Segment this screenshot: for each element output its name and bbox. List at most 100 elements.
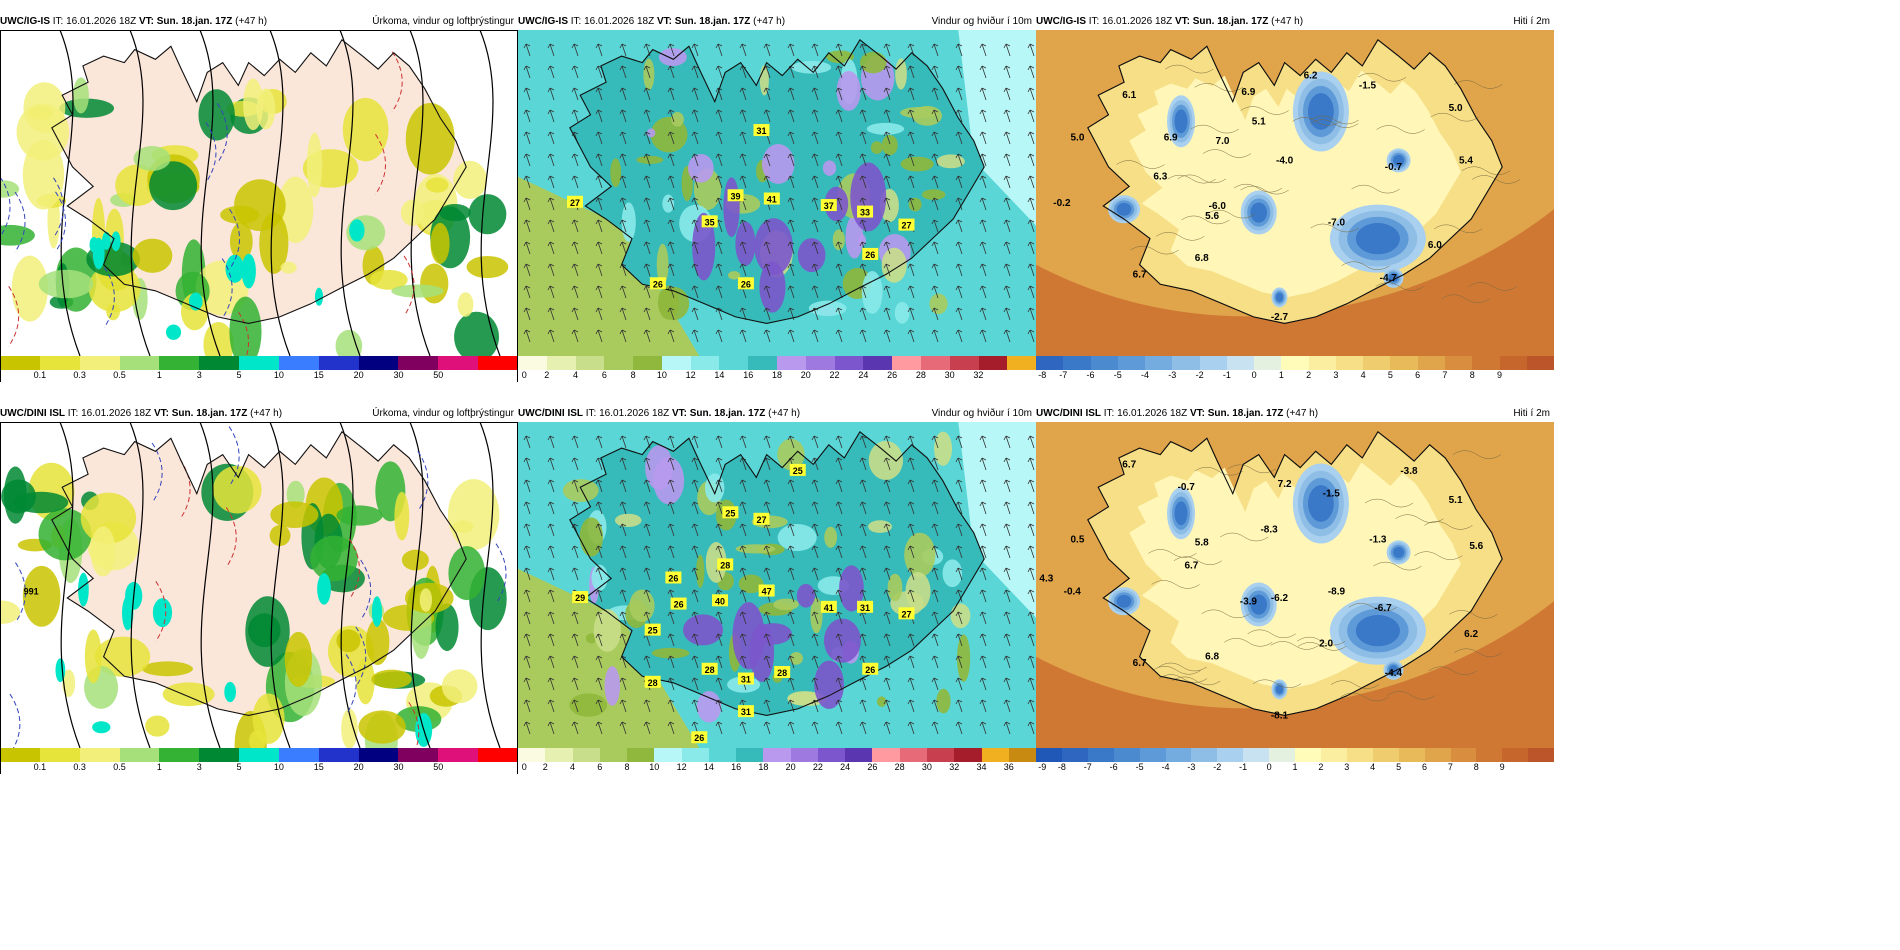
wind-arrow bbox=[571, 501, 579, 515]
wind-arrow bbox=[955, 65, 963, 79]
wind-arrow bbox=[787, 263, 795, 277]
wind-arrow bbox=[1003, 721, 1011, 735]
wind-arrow bbox=[619, 545, 627, 559]
wind-arrow bbox=[763, 435, 771, 449]
cold-area bbox=[1308, 93, 1334, 130]
precip-area bbox=[336, 505, 383, 526]
colorbar-tick-label: 0.3 bbox=[73, 762, 86, 772]
map-svg: 25 25 27 26 29 28 40 47 26 25 41 31 27 28 31 28 26 28 31 26 bbox=[518, 422, 1036, 748]
wind-area bbox=[894, 301, 910, 324]
colorbar-tick-label: 6 bbox=[1421, 762, 1428, 772]
precip-area bbox=[439, 203, 471, 222]
cold-area bbox=[1275, 684, 1284, 694]
colorbar-swatch bbox=[575, 356, 605, 370]
wind-area bbox=[789, 652, 803, 665]
wind-arrow bbox=[835, 545, 843, 559]
colorbar-swatch bbox=[119, 356, 160, 370]
wind-arrow bbox=[835, 263, 843, 277]
wind-area bbox=[646, 128, 656, 138]
wind-arrow bbox=[619, 435, 627, 449]
wind-arrow bbox=[739, 479, 747, 493]
panel-title: Úrkoma, vindur og loftþrýstingur bbox=[372, 408, 514, 419]
gust-label: 26 bbox=[653, 279, 663, 289]
wind-arrow bbox=[619, 43, 627, 57]
wind-arrow bbox=[1027, 153, 1035, 167]
wind-arrow bbox=[691, 457, 699, 471]
wind-arrow bbox=[547, 655, 555, 669]
wind-arrow bbox=[907, 65, 915, 79]
wind-arrow bbox=[739, 307, 747, 321]
precip-area bbox=[284, 631, 313, 687]
colorbar-tick-label: 50 bbox=[433, 762, 444, 772]
valid-time: VT: Sun. 18.jan. 17Z bbox=[153, 408, 248, 419]
isotherm-line bbox=[375, 134, 386, 195]
wind-arrow bbox=[571, 307, 579, 321]
gust-label-box bbox=[712, 594, 729, 607]
precip-area bbox=[22, 139, 65, 210]
wind-arrow bbox=[979, 329, 987, 343]
panel-header: UWC/IG-IS IT: 16.01.2026 18Z VT: Sun. 18… bbox=[0, 14, 518, 30]
wind-arrow bbox=[955, 655, 963, 669]
temperature-label: -1.5 bbox=[1359, 80, 1377, 91]
gust-label-box bbox=[649, 277, 666, 290]
wind-arrow bbox=[643, 87, 651, 101]
temperature-label: -0.7 bbox=[1178, 482, 1196, 493]
colorbar-tick-label: -7 bbox=[1059, 370, 1068, 380]
wind-arrow bbox=[715, 523, 723, 537]
wind-arrow bbox=[859, 329, 867, 343]
wind-arrow bbox=[1003, 633, 1011, 647]
wind-arrow bbox=[523, 197, 531, 211]
gust-label-box bbox=[644, 675, 661, 688]
isotherm-line bbox=[1116, 160, 1165, 169]
wind-arrow bbox=[619, 109, 627, 123]
wind-arrow bbox=[691, 109, 699, 123]
wind-arrow bbox=[859, 501, 867, 515]
wind-arrow bbox=[787, 589, 795, 603]
wind-arrow bbox=[571, 457, 579, 471]
colorbar-tick-label: 5 bbox=[236, 370, 242, 380]
colorbar-tick-label: 32 bbox=[973, 370, 984, 380]
wind-arrow bbox=[619, 567, 627, 581]
wind-arrow bbox=[571, 109, 579, 123]
isotherm-line bbox=[1331, 680, 1380, 689]
wind-arrow bbox=[643, 721, 651, 735]
wind-arrow bbox=[619, 457, 627, 471]
wind-arrow bbox=[883, 633, 891, 647]
wind-arrow bbox=[907, 633, 915, 647]
temperature-label: 5.0 bbox=[1070, 133, 1084, 144]
init-time: IT: 16.01.2026 18Z bbox=[1103, 408, 1188, 419]
precip-area bbox=[73, 77, 89, 114]
wind-area bbox=[593, 609, 621, 652]
precip-area bbox=[229, 222, 253, 261]
wind-arrow bbox=[979, 109, 987, 123]
colorbar-tick-label: 4 bbox=[573, 370, 579, 380]
wind-arrow bbox=[619, 131, 627, 145]
wind-arrow bbox=[547, 219, 555, 233]
gust-label-box bbox=[701, 662, 718, 675]
wind-arrow bbox=[643, 589, 651, 603]
isotherm-line bbox=[345, 654, 357, 715]
colorbar-tick-label: 5 bbox=[1396, 762, 1402, 772]
wind-arrow bbox=[931, 153, 939, 167]
wind-arrow bbox=[643, 109, 651, 123]
wind-arrow bbox=[691, 263, 699, 277]
wind-arrow bbox=[883, 153, 891, 167]
isotherm-line bbox=[1181, 215, 1230, 225]
wind-arrow bbox=[619, 219, 627, 233]
precip-core bbox=[371, 596, 382, 627]
precip-core bbox=[165, 324, 182, 340]
wind-arrow bbox=[571, 633, 579, 647]
colorbar-swatch bbox=[1243, 748, 1270, 762]
wind-arrow bbox=[523, 109, 531, 123]
wind-arrow bbox=[619, 677, 627, 691]
isotherm-line bbox=[1247, 629, 1296, 639]
wind-arrow bbox=[859, 109, 867, 123]
wind-arrow bbox=[1027, 457, 1035, 471]
wind-area bbox=[651, 647, 690, 659]
colorbar-swatch bbox=[1390, 356, 1418, 370]
cold-area bbox=[1388, 273, 1399, 283]
wind-arrow bbox=[1027, 307, 1035, 321]
gust-label: 31 bbox=[860, 603, 870, 613]
wind-area bbox=[870, 141, 883, 154]
gust-label-box bbox=[670, 597, 687, 610]
